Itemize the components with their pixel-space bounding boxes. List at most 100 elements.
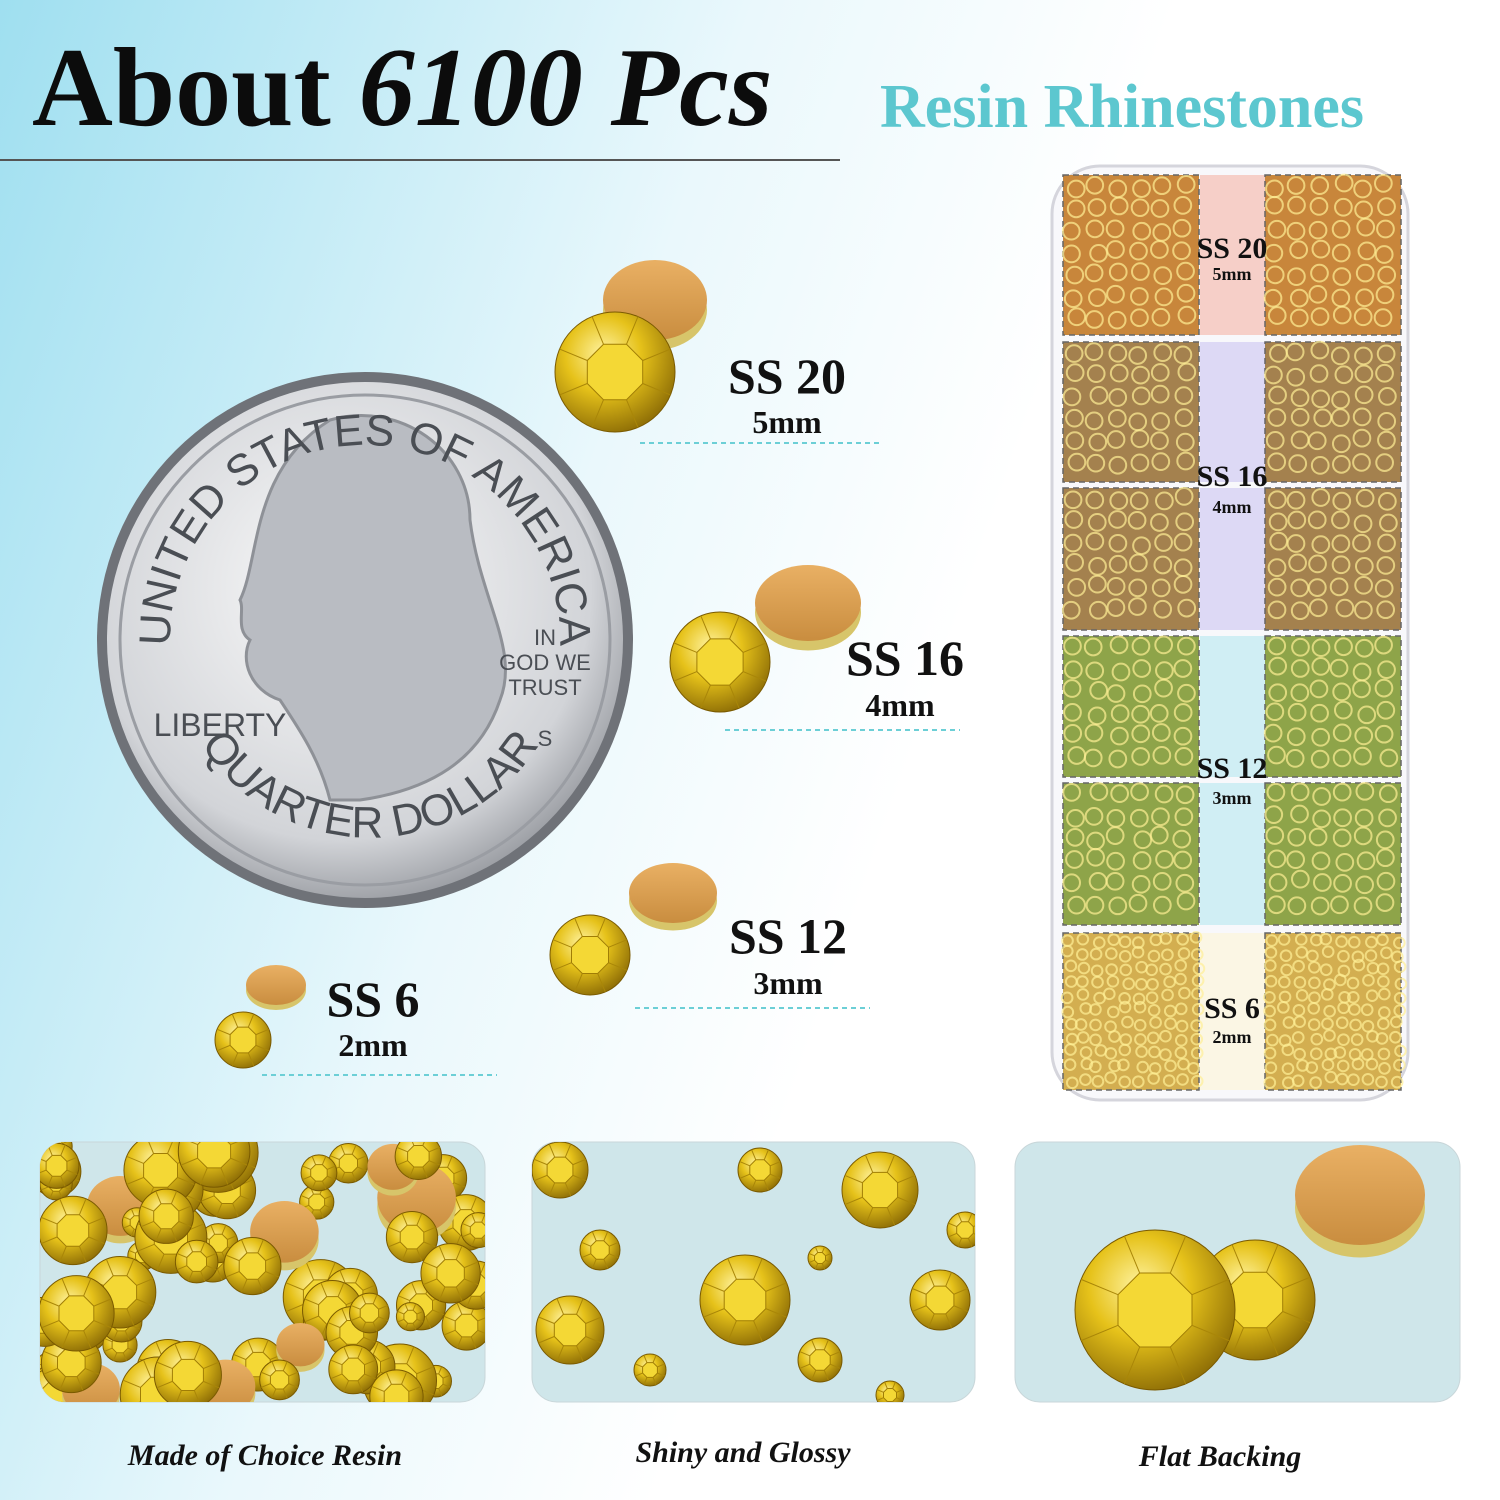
box-stone — [1374, 635, 1393, 655]
stone-edge — [60, 1176, 66, 1187]
stone-edge — [362, 1284, 376, 1291]
stone-edge — [821, 1263, 826, 1270]
size-samples — [214, 260, 861, 1069]
stone-edge — [302, 1175, 311, 1181]
stone-facet — [383, 1383, 410, 1402]
stone-edge — [814, 1246, 819, 1253]
box-stone — [1064, 510, 1084, 529]
rhinestone — [153, 1340, 222, 1402]
box-stone — [1110, 784, 1129, 804]
stone-edge — [1266, 1244, 1279, 1273]
box-stone — [1332, 682, 1351, 702]
stone-edge — [401, 1248, 408, 1261]
box-stone — [1150, 431, 1169, 451]
box-stone — [1150, 240, 1169, 259]
stone-edge — [973, 1222, 975, 1228]
box-stone — [1307, 431, 1327, 451]
box-stone — [1174, 386, 1194, 405]
box-stone — [1352, 958, 1366, 972]
box-stone — [1077, 961, 1091, 975]
box-stone — [1355, 488, 1375, 508]
box-stone — [1373, 308, 1393, 327]
box-stone — [1375, 285, 1395, 305]
box-stone — [1355, 288, 1375, 308]
box-stone — [1132, 992, 1146, 1006]
rhinestone — [579, 1229, 621, 1271]
box-stone — [1310, 703, 1329, 723]
stone-edge — [533, 1158, 548, 1166]
box-stone — [1378, 808, 1397, 828]
box-stone — [1331, 434, 1351, 454]
stone-facet — [153, 1203, 180, 1230]
captions: Made of Choice Resin Shiny and Glossy Fl… — [127, 1436, 1301, 1473]
box-stone — [1089, 1018, 1102, 1032]
box-stone — [1064, 344, 1084, 363]
box-stone — [1377, 1017, 1390, 1031]
box-stone — [1088, 574, 1107, 594]
stone-facet — [238, 1252, 267, 1280]
box-stone — [1376, 600, 1396, 620]
box-stone — [1268, 385, 1287, 405]
box-stone — [1174, 807, 1194, 827]
stone-edge — [76, 1376, 84, 1391]
box-stone — [1129, 553, 1148, 573]
box-stone — [1089, 782, 1109, 801]
stone-edge — [471, 1238, 476, 1247]
box-stone — [1377, 975, 1390, 988]
box-stone — [1287, 827, 1307, 847]
box-stone — [1118, 935, 1132, 949]
photo-content — [40, 1142, 485, 1402]
stone-edge — [230, 1142, 248, 1146]
box-stone — [1280, 963, 1293, 977]
stone-edge — [401, 1213, 408, 1226]
stone-edge — [1080, 1278, 1119, 1296]
stone-edge — [811, 1369, 817, 1381]
box-stone — [1065, 1017, 1078, 1031]
box-stone — [1175, 873, 1195, 893]
stone-edge — [78, 1198, 87, 1215]
subtitle: Resin Rhinestones — [880, 73, 1364, 141]
box-stone — [1175, 432, 1195, 452]
box-stone — [1111, 662, 1131, 682]
box-stone — [1122, 977, 1136, 991]
stone-edge — [241, 1279, 248, 1293]
box-stone — [1152, 176, 1172, 196]
box-stone — [1145, 991, 1159, 1005]
stone-edge — [1191, 1324, 1230, 1342]
stone-edge — [416, 1366, 434, 1375]
stone-edge — [188, 1241, 194, 1252]
rhinestone — [348, 1292, 390, 1334]
box-stone — [1086, 453, 1106, 473]
box-stone — [1378, 1062, 1391, 1075]
box-stone — [1076, 1031, 1090, 1044]
box-stone — [1083, 637, 1103, 657]
stone-edge — [945, 1313, 952, 1328]
box-stone — [1105, 947, 1118, 960]
box-stone — [1378, 987, 1391, 1001]
stone-edge — [727, 1258, 737, 1280]
box-stone — [1091, 975, 1104, 989]
box-stone — [1352, 679, 1371, 699]
box-stone — [1332, 491, 1352, 511]
stone-edge — [411, 1282, 417, 1295]
stone-edge — [170, 1228, 178, 1242]
box-stone — [1375, 453, 1394, 472]
box-stone — [1173, 850, 1193, 870]
stone-edge — [462, 1233, 471, 1238]
stone-edge — [825, 1252, 832, 1257]
box-stone — [1085, 661, 1105, 681]
stone-edge — [156, 1253, 165, 1271]
stone-edge — [176, 1252, 188, 1258]
box-stone — [1129, 491, 1149, 511]
box-stone — [1332, 828, 1352, 848]
box-stone — [1334, 197, 1353, 217]
rhinestone — [1074, 1229, 1236, 1391]
stone-edge — [112, 1330, 118, 1341]
stone-edge — [597, 917, 606, 937]
stone-edge — [453, 1168, 466, 1175]
box-stone — [1151, 723, 1171, 742]
box-stone — [1268, 656, 1288, 676]
stone-edge — [378, 1304, 388, 1310]
stone-edge — [556, 1345, 564, 1362]
